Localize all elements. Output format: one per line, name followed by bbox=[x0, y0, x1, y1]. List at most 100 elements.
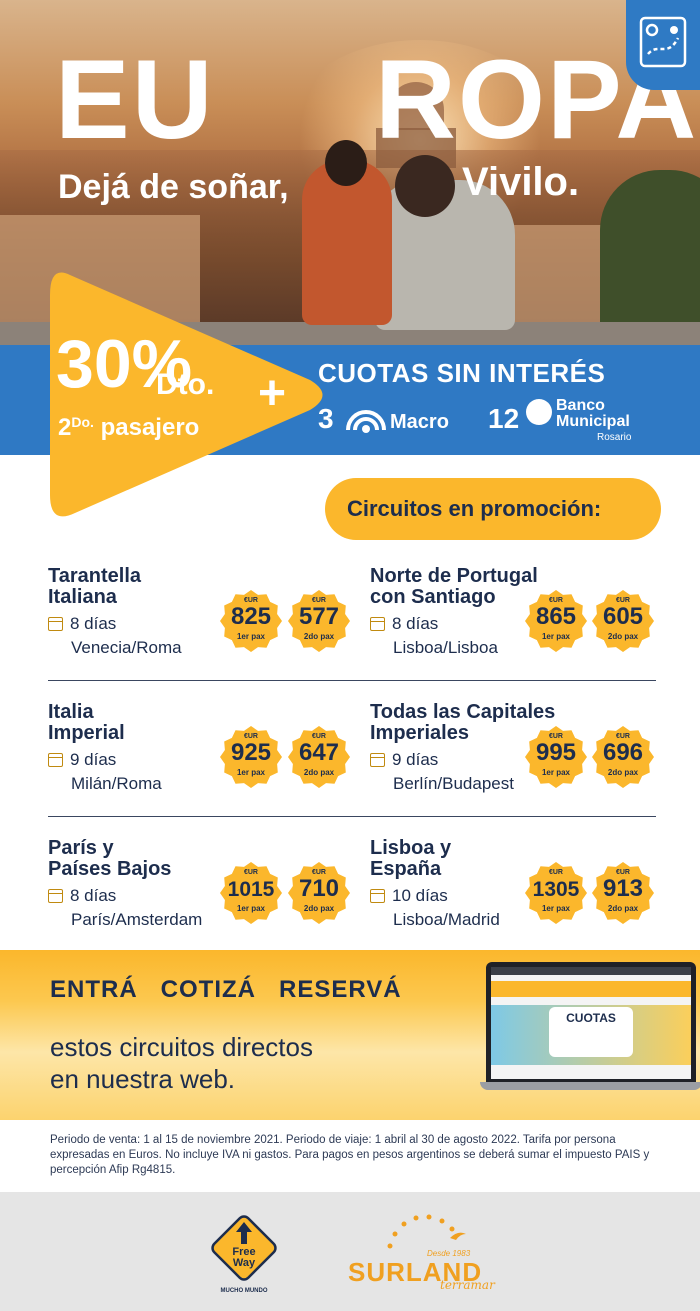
price-currency: €UR bbox=[243, 733, 258, 740]
surland-terramar: terramar bbox=[440, 1278, 495, 1292]
circuit-days: 10 días bbox=[370, 886, 448, 906]
price-value: 925 bbox=[230, 739, 272, 766]
price-badge-shape bbox=[592, 590, 654, 652]
freeway-line1: Free bbox=[232, 1246, 255, 1258]
bm-cuotas: 12 bbox=[488, 403, 520, 434]
calendar-icon bbox=[48, 889, 63, 903]
price-second-pax: €UR 577 2do pax bbox=[288, 590, 350, 652]
price-pax-label: 1er pax bbox=[541, 904, 571, 913]
price-value: 865 bbox=[535, 603, 577, 630]
person-left-head bbox=[325, 140, 367, 186]
circuit-title-line1: París y bbox=[48, 837, 114, 859]
laptop-base bbox=[480, 1082, 700, 1090]
price-badge-shape bbox=[525, 726, 587, 788]
price-first-pax: €UR 865 1er pax bbox=[525, 590, 587, 652]
price-currency: €UR bbox=[615, 597, 630, 604]
footer bbox=[0, 1192, 700, 1311]
circuit-days: 8 días bbox=[48, 886, 116, 906]
price-value: 577 bbox=[298, 603, 340, 630]
price-pax-label: 2do pax bbox=[607, 904, 639, 913]
price-pax-label: 2do pax bbox=[607, 768, 639, 777]
subtitle-dreaming: Dejá de soñar, bbox=[58, 168, 289, 206]
calendar-icon bbox=[370, 753, 385, 767]
circuit-card: Tarantella Italiana 8 días Venecia/Roma bbox=[48, 566, 348, 676]
price-pax-label: 1er pax bbox=[236, 904, 266, 913]
price-first-pax: €UR 1305 1er pax bbox=[525, 862, 587, 924]
price-pax-label: 1er pax bbox=[541, 632, 571, 641]
price-value: 605 bbox=[602, 603, 644, 630]
price-pax-label: 2do pax bbox=[303, 632, 335, 641]
price-first-pax: €UR 825 1er pax bbox=[220, 590, 282, 652]
price-first-pax: €UR 925 1er pax bbox=[220, 726, 282, 788]
price-value: 913 bbox=[602, 875, 644, 902]
price-pax-label: 1er pax bbox=[236, 632, 266, 641]
price-badge-shape bbox=[525, 590, 587, 652]
circuit-title-line2: Países Bajos bbox=[48, 858, 172, 880]
price-second-pax: €UR 913 2do pax bbox=[592, 862, 654, 924]
price-pax-label: 1er pax bbox=[541, 768, 571, 777]
divider bbox=[48, 816, 656, 817]
price-value: 696 bbox=[602, 739, 644, 766]
plus-sign: + bbox=[258, 367, 287, 420]
circuit-route: Milán/Roma bbox=[71, 774, 162, 793]
freeway-line2: Way bbox=[233, 1257, 256, 1269]
price-pax-label: 2do pax bbox=[303, 768, 335, 777]
circuit-title: Norte de Portugal con Santiago bbox=[370, 566, 670, 608]
circuit-title: Todas las Capitales Imperiales bbox=[370, 702, 670, 744]
pasajero-sup: Do. bbox=[71, 414, 94, 430]
pasajero-num: 2 bbox=[58, 414, 72, 441]
macro-name: Macro bbox=[390, 411, 449, 433]
person-left bbox=[302, 160, 392, 325]
price-badge-shape bbox=[592, 726, 654, 788]
title-part-eu: EU bbox=[55, 37, 215, 162]
price-second-pax: €UR 710 2do pax bbox=[288, 862, 350, 924]
price-value: 825 bbox=[230, 603, 272, 630]
price-pax-label: 2do pax bbox=[303, 904, 335, 913]
circuit-title-line1: Tarantella bbox=[48, 565, 141, 587]
price-currency: €UR bbox=[243, 597, 258, 604]
price-value: 1015 bbox=[227, 878, 275, 901]
circuit-title-line2: Imperiales bbox=[370, 722, 469, 744]
calendar-icon bbox=[48, 617, 63, 631]
circuit-title: Italia Imperial bbox=[48, 702, 348, 744]
circuit-title-line1: Lisboa y bbox=[370, 837, 452, 859]
website-banner-text: CUOTAS bbox=[549, 1007, 633, 1057]
circuit-card: Lisboa y España 10 días Lisboa/Madrid bbox=[370, 838, 670, 948]
circuit-days-text: 8 días bbox=[70, 614, 117, 633]
price-pax-label: 1er pax bbox=[236, 768, 266, 777]
cta-actions: ENTRÁ COTIZÁ RESERVÁ bbox=[50, 976, 402, 1003]
circuit-route: Lisboa/Lisboa bbox=[393, 638, 498, 657]
circuit-title: Tarantella Italiana bbox=[48, 566, 348, 608]
cta-line1: estos circuitos directos bbox=[50, 1032, 313, 1062]
circuit-days: 8 días bbox=[48, 614, 116, 634]
website-header bbox=[491, 981, 691, 997]
price-badge-shape bbox=[592, 862, 654, 924]
banco-municipal-logo-icon bbox=[526, 399, 552, 425]
circuit-title: París y Países Bajos bbox=[48, 838, 348, 880]
trees bbox=[600, 170, 700, 330]
circuit-card: Todas las Capitales Imperiales 9 días Berlí… bbox=[370, 702, 670, 812]
freeway-logo: Free Way bbox=[211, 1215, 277, 1281]
price-value: 647 bbox=[298, 739, 340, 766]
map-badge bbox=[626, 0, 700, 90]
price-currency: €UR bbox=[548, 869, 563, 876]
divider bbox=[48, 680, 656, 681]
circuit-card: Norte de Portugal con Santiago 8 días Lisbo… bbox=[370, 566, 670, 676]
circuit-route: Lisboa/Madrid bbox=[393, 910, 500, 929]
price-badge-shape bbox=[288, 590, 350, 652]
legal-text: Periodo de venta: 1 al 15 de noviembre 2… bbox=[50, 1134, 650, 1176]
price-badge-shape bbox=[220, 862, 282, 924]
circuitos-label: Circuitos en promoción: bbox=[325, 478, 661, 540]
circuit-title-line1: Italia bbox=[48, 701, 94, 723]
price-badge-shape bbox=[525, 862, 587, 924]
price-value: 1305 bbox=[532, 878, 580, 901]
circuit-days-text: 8 días bbox=[70, 886, 117, 905]
circuit-route: Berlín/Budapest bbox=[393, 774, 514, 793]
freeway-tagline: MUCHO MUNDO bbox=[220, 1288, 268, 1294]
circuit-days: 8 días bbox=[370, 614, 438, 634]
price-currency: €UR bbox=[311, 733, 326, 740]
circuit-days-text: 10 días bbox=[392, 886, 448, 905]
price-badge-shape bbox=[220, 590, 282, 652]
price-currency: €UR bbox=[311, 597, 326, 604]
cuotas-title: CUOTAS SIN INTERÉS bbox=[318, 358, 606, 388]
